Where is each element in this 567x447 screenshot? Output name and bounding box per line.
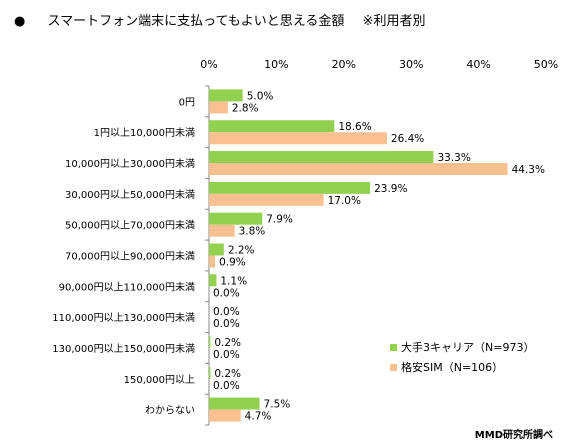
category-label: 150,000円以上 (124, 374, 195, 386)
category-label: 110,000円以上130,000円未満 (52, 312, 195, 324)
bullet-icon: ● (14, 14, 26, 29)
data-label: 5.0% (247, 90, 274, 102)
bar-carrier (209, 397, 260, 410)
category-label: 0円 (179, 97, 195, 108)
bar-carrier (209, 181, 371, 194)
category-label: わからない (145, 405, 195, 417)
data-label: 0.0% (213, 306, 240, 318)
category-label: 50,000円以上70,000円未満 (65, 220, 195, 232)
category-label: 10,000円以上30,000円未満 (65, 158, 195, 170)
x-tick-label: 30% (399, 58, 423, 71)
data-label: 2.8% (232, 102, 259, 114)
x-tick-label: 20% (332, 58, 356, 71)
data-label: 0.2% (214, 368, 241, 380)
data-label: 33.3% (437, 152, 470, 164)
bar-carrier (209, 335, 211, 348)
bar-mvno (209, 163, 508, 176)
bar-carrier (209, 366, 211, 379)
bar-carrier (209, 274, 217, 287)
data-label: 0.0% (213, 318, 240, 330)
data-label: 7.5% (264, 399, 291, 411)
x-tick-label: 10% (264, 58, 288, 71)
legend-label: 格安SIM（N=106） (401, 360, 503, 374)
data-label: 0.9% (219, 257, 246, 269)
legend-label: 大手3キャリア（N=973） (401, 340, 534, 354)
data-label: 0.0% (213, 380, 240, 392)
bar-carrier (209, 212, 263, 225)
data-label: 2.2% (228, 245, 255, 257)
x-tick-label: 40% (466, 58, 490, 71)
data-label: 4.7% (245, 411, 272, 423)
category-label: 70,000円以上90,000円未満 (65, 251, 195, 263)
bar-mvno (209, 409, 241, 422)
bar-mvno (209, 132, 387, 145)
chart-subtitle: ※利用者別 (362, 14, 426, 29)
bar-mvno (209, 224, 235, 237)
category-label: 90,000円以上110,000円未満 (59, 281, 195, 293)
source-credit: MMD研究所調べ (474, 430, 553, 441)
bar-mvno (209, 193, 324, 206)
data-label: 0.2% (214, 337, 241, 349)
category-label: 30,000円以上50,000円未満 (65, 189, 195, 201)
bar-carrier (209, 120, 335, 133)
x-tick-label: 0% (200, 58, 217, 71)
data-label: 18.6% (338, 121, 371, 133)
data-label: 17.0% (328, 195, 361, 207)
data-label: 0.0% (213, 349, 240, 361)
legend-swatch (390, 344, 397, 351)
data-label: 23.9% (374, 183, 407, 195)
data-label: 0.0% (213, 287, 240, 299)
chart-title: スマートフォン端末に支払ってもよいと思える金額 (47, 14, 345, 29)
bar-carrier (209, 243, 224, 256)
category-label: 1円以上10,000円未満 (94, 127, 195, 139)
data-label: 44.3% (512, 164, 545, 176)
bar-carrier (209, 89, 243, 102)
data-label: 3.8% (239, 226, 266, 238)
legend-swatch (390, 364, 397, 371)
x-tick-label: 50% (534, 58, 558, 71)
category-label: 130,000円以上150,000円未満 (52, 343, 195, 355)
bar-carrier (209, 151, 434, 164)
chart-title-line: ● スマートフォン端末に支払ってもよいと思える金額 ※利用者別 (14, 10, 425, 29)
data-label: 7.9% (266, 214, 293, 226)
bar-mvno (209, 255, 216, 268)
data-label: 1.1% (220, 275, 247, 287)
data-label: 26.4% (391, 133, 424, 145)
bar-mvno (209, 101, 228, 114)
